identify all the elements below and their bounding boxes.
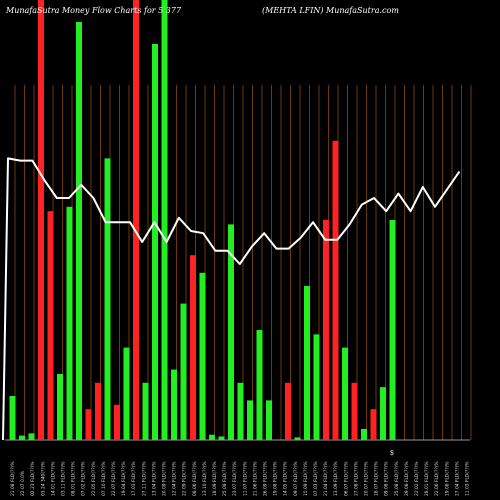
- bar: [199, 272, 206, 440]
- x-tick-label: 23.07 FLD(??)%: [232, 461, 238, 496]
- chart-title: MunafaSutra Money Flow Charts for 5 377: [6, 6, 182, 15]
- x-tick-label: 27.08 FLD(??)%: [353, 461, 359, 496]
- bar: [133, 0, 139, 440]
- bar: [237, 382, 244, 440]
- x-tick-label: 03.24 340(??)%: [40, 461, 46, 496]
- bar-series: [9, 0, 396, 441]
- x-tick-label: 07.03 FLD(??)%: [313, 461, 319, 496]
- x-tick-labels: 21.08 FLD(??)% 22.07 0.0% 02.23 FLD(??)% 03…: [10, 461, 471, 496]
- x-tick-label: 02.23 FLD(??)%: [30, 461, 36, 496]
- x-tick-label: 12.04 FLD(??)%: [172, 461, 178, 496]
- bar: [313, 334, 320, 440]
- bar: [351, 382, 358, 440]
- x-tick-label: 22.06 FLD(??)%: [434, 461, 440, 496]
- bar: [19, 435, 25, 440]
- money-flow-line: [2, 157, 461, 441]
- bar: [342, 347, 348, 440]
- bar: [266, 400, 272, 440]
- bar: [47, 211, 54, 440]
- x-tick-label: 07.02 FLD(??)%: [81, 461, 87, 496]
- x-tick-label: 22.07 0.0%: [20, 471, 26, 496]
- x-tick-label: 07.10 FLD(??)%: [101, 461, 107, 496]
- x-tick-label: 13.10 FLD(??)%: [202, 461, 208, 496]
- x-tick-label: 25.08 FLD(??)%: [222, 461, 228, 496]
- x-tick-label: 15.09 FLD(??)%: [303, 461, 309, 496]
- bar: [389, 220, 396, 440]
- x-tick-label: 09.08 FLD(??)%: [384, 461, 390, 496]
- x-tick-label: 13.09 FLD(??)%: [333, 461, 339, 496]
- x-tick-label: 29.08 FLD(??)%: [404, 461, 410, 496]
- bar: [104, 158, 111, 440]
- bar: [57, 374, 63, 440]
- line-marker-label: $: [390, 449, 394, 457]
- x-tick-label: 18.07 FLD(??)%: [374, 461, 380, 496]
- x-tick-label: 21.04 FLD(??)%: [323, 461, 329, 496]
- x-tick-label: 20.07 FLD(??)%: [364, 461, 370, 496]
- x-tick-label: 06.07 FLD(??)%: [343, 461, 349, 496]
- x-tick-label: 27.11 FLD(??)%: [141, 461, 147, 496]
- bar: [180, 303, 187, 440]
- bar: [361, 429, 367, 440]
- x-tick-label: 20.09 FLD(??)%: [162, 461, 168, 496]
- x-tick-label: 19.08 FLD(??)%: [444, 461, 450, 496]
- bar: [95, 382, 101, 440]
- x-tick-label: 22.07 FLD(??)%: [111, 461, 117, 496]
- x-tick-label: 03.11 FLD(??)%: [61, 461, 67, 496]
- bar: [161, 0, 168, 440]
- bar: [218, 436, 225, 440]
- x-tick-label: 08.01 FLD(??)%: [71, 461, 77, 496]
- x-tick-label: 13.04 FLD(??)%: [151, 461, 157, 496]
- x-tick-label: 21.06 FLD(??)%: [252, 461, 258, 496]
- bar: [323, 220, 329, 440]
- x-tick-label: 14.01 FLD(??)%: [50, 461, 56, 496]
- bar: [85, 409, 92, 440]
- x-tick-label: 11.07 FLD(??)%: [242, 461, 248, 496]
- x-tick-label: 14.05 FLD(??)%: [283, 461, 289, 496]
- bar: [123, 347, 130, 440]
- bar: [209, 434, 215, 440]
- x-tick-label: 26.09 FLD(??)%: [263, 461, 269, 496]
- bar: [190, 255, 196, 440]
- x-tick-label: 21.08 FLD(??)%: [10, 461, 16, 496]
- bar: [294, 437, 301, 440]
- bar: [66, 206, 73, 440]
- bar: [247, 400, 253, 440]
- bar: [256, 330, 263, 440]
- bar: [9, 396, 16, 440]
- x-tick-label: 22.02 FLD(??)%: [414, 461, 420, 496]
- bar: [370, 409, 377, 440]
- x-tick-label: 19.04 FLD(??)%: [121, 461, 127, 496]
- bar: [142, 382, 149, 440]
- chart-subtitle: (MEHTA LFIN) MunafaSutra.com: [262, 6, 399, 15]
- x-tick-label: 19.08 FLD(??)%: [273, 461, 279, 496]
- x-tick-label: 22.05 FLD(??)%: [91, 461, 97, 496]
- x-tick-label: 17.03 FLD(??)%: [131, 461, 137, 496]
- bar: [152, 44, 158, 440]
- bar: [38, 0, 44, 440]
- x-tick-label: 11.03 FLD(??)%: [465, 461, 471, 496]
- x-tick-label: 08.06 FLD(??)%: [192, 461, 198, 496]
- bar: [285, 382, 291, 440]
- x-tick-label: 25.08 FLD(??)%: [394, 461, 400, 496]
- bar: [114, 404, 120, 440]
- x-tick-label: 22.09 FLD(??)%: [182, 461, 188, 496]
- x-tick-label: 27.04 FLD(??)%: [454, 461, 460, 496]
- bar: [28, 433, 35, 440]
- x-tick-label: 09.07 FLD(??)%: [293, 461, 299, 496]
- bar: [380, 387, 386, 440]
- bar: [171, 369, 177, 440]
- bar: [304, 286, 310, 440]
- bar: [332, 140, 339, 441]
- x-tick-label: 28.01 FLD(??)%: [424, 461, 430, 496]
- bar: [76, 22, 82, 440]
- x-tick-label: 18.09 FLD(??)%: [212, 461, 218, 496]
- bar: [228, 224, 234, 440]
